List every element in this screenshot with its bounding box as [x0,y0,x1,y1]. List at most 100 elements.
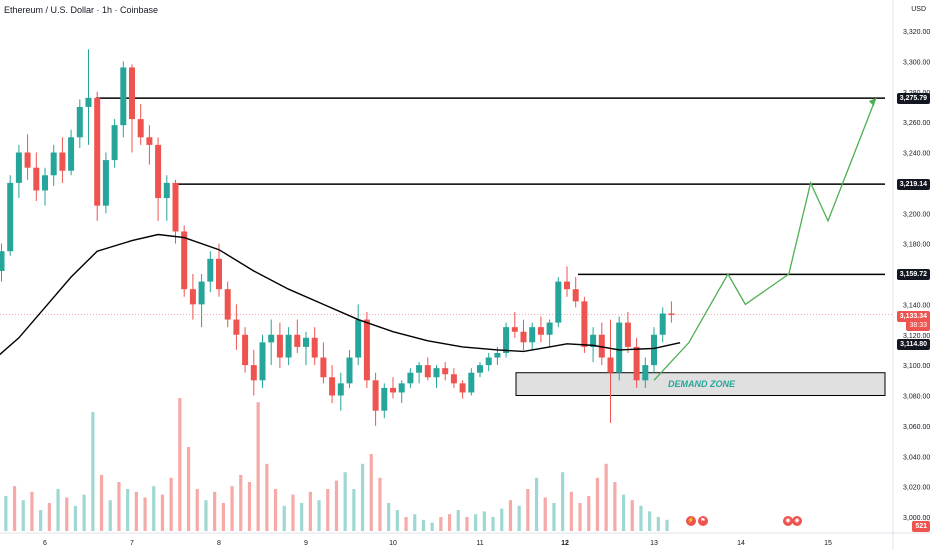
volume-bar [178,398,182,531]
volume-bar [430,522,434,531]
candle-body [494,352,501,358]
candle-body [216,258,222,290]
level-price-tag-1: 3,275.79 [896,93,930,104]
candle-body [224,289,231,320]
volume-bar [282,505,286,531]
volume-bar [326,489,330,531]
volume-bar [152,486,156,531]
candle-body [189,289,196,305]
y-tick-label: 3,000.00 [903,515,930,522]
x-tick-label: 12 [561,540,569,547]
volume-bar [648,511,652,531]
candle-body [94,97,101,206]
volume-bar [195,489,199,531]
volume-bar [360,463,365,531]
volume-bar [517,505,521,531]
volume-bar [4,496,8,531]
chart-title: Ethereum / U.S. Dollar · 1h · Coinbase [4,5,159,15]
candle-body [0,251,5,271]
candle-body [294,334,301,347]
candle-body [433,368,440,378]
volume-bar [247,482,252,531]
volume-bar [656,517,660,531]
candle-body [355,319,362,358]
y-tick-label: 3,040.00 [903,454,930,461]
candle-body [564,281,570,290]
candle-body [607,357,614,373]
volume-bar [204,500,208,531]
y-tick-label: 3,240.00 [903,151,930,158]
lightning-icon[interactable]: ⚡ [686,516,696,526]
candle-body [242,334,249,366]
moving-average-line [0,233,681,356]
demand-zone [515,372,886,396]
candle-body [390,387,396,393]
candle-body [276,334,283,358]
candle-body [407,372,414,384]
candle-body [120,67,127,126]
candle-body [285,334,292,358]
candle-body [520,331,527,343]
volume-bar [352,489,356,531]
volume-bar [256,402,260,531]
current-price-tag: 3,133.34 [896,311,930,322]
volume-bar [421,519,426,531]
candle-body [233,319,240,335]
volume-bar [465,517,469,531]
y-tick-label: 3,080.00 [903,394,930,401]
candle-body [311,337,318,358]
candle-body [537,327,544,335]
volume-bar [621,494,626,531]
y-tick-label: 3,320.00 [903,29,930,36]
volume-bar [213,491,217,531]
candle-body [320,357,327,378]
x-tick-label: 10 [389,540,397,547]
x-tick-label: 9 [304,540,308,547]
volume-bar [413,514,417,531]
volume-bar [526,489,530,531]
volume-bar [160,494,165,531]
x-tick-label: 8 [217,540,221,547]
y-tick-label: 3,120.00 [903,333,930,340]
candle-body [303,337,309,347]
candle-body [102,160,109,206]
candle-body [268,334,275,343]
candle-body [529,327,536,343]
volume-bar [639,505,643,531]
volume-bar [334,480,339,531]
volume-bar [456,510,460,531]
candle-body [590,334,597,347]
flag-icon[interactable]: ⚑ [698,516,708,526]
volume-bar [543,497,547,531]
calendar-event-icon-2[interactable]: ◉ [792,516,802,526]
y-tick-label: 3,060.00 [903,424,930,431]
volume-bar [134,491,138,531]
candle-body [250,365,257,381]
volume-bar [534,477,539,531]
candle-body [15,152,22,183]
candle-body [624,322,631,347]
candle-body [207,258,214,282]
candle-body [442,368,449,375]
volume-bar [447,514,452,531]
candle-body [42,175,48,191]
candle-body [477,365,483,373]
volume-bar [308,491,312,531]
volume-bar [91,412,95,531]
candle-body [651,334,657,366]
candle-body [181,231,188,290]
candle-body [155,144,162,199]
candle-body [33,167,40,191]
ma-price-tag: 3,114.80 [897,339,930,350]
candle-body [146,137,153,145]
volume-bar [613,482,617,531]
volume-bar [108,500,112,531]
candle-body [598,334,605,358]
calendar-event-icon[interactable]: ◉ [783,516,793,526]
candle-body [85,97,92,107]
volume-bar [300,503,304,531]
x-tick-label: 14 [737,540,745,547]
y-tick-label: 3,180.00 [903,242,930,249]
